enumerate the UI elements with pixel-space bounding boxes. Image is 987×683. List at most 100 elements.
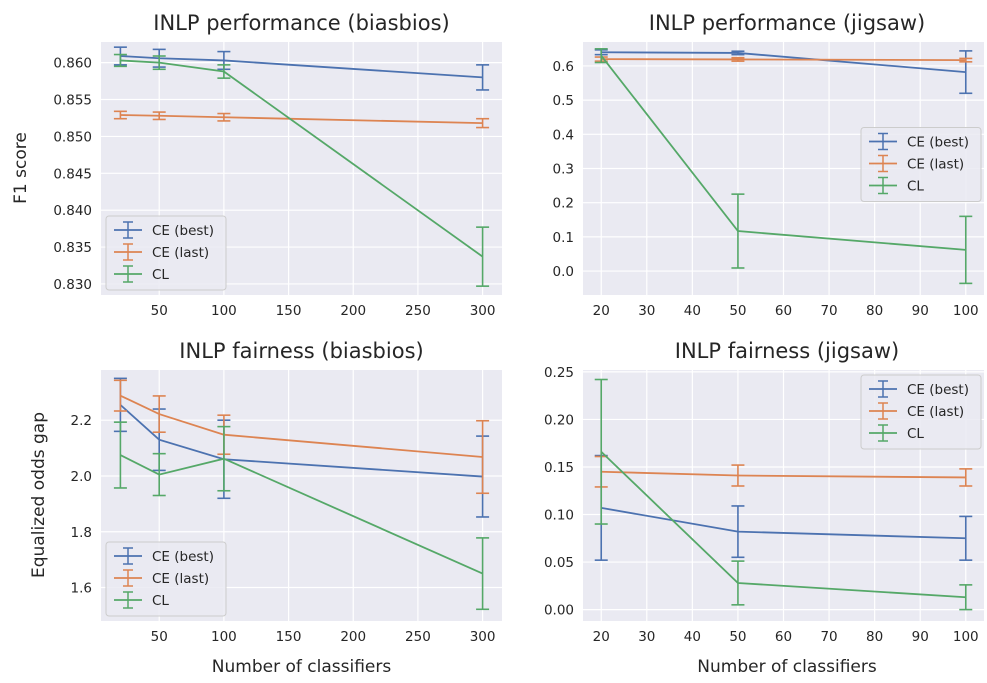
series-line: [120, 55, 483, 79]
legend-label: CL: [152, 593, 169, 609]
x-tick-label: 80: [866, 629, 883, 645]
series-cl: [113, 53, 490, 287]
error-bar: [731, 560, 745, 606]
error-bar: [217, 64, 231, 79]
x-tick-label: 150: [276, 629, 302, 645]
y-tick-label: 0.860: [53, 56, 92, 72]
x-tick-label: 100: [953, 303, 979, 319]
legend: CE (best) CE (last) CL: [860, 127, 982, 202]
x-tick-label: 50: [729, 629, 746, 645]
y-axis-label-row2: Equalized odds gap: [29, 412, 49, 578]
error-bar: [152, 111, 166, 121]
x-tick-label: 100: [211, 303, 237, 319]
series-ce-last: [594, 56, 973, 63]
x-tick-label: 300: [470, 629, 496, 645]
x-tick-label: 60: [775, 629, 792, 645]
error-bar: [152, 395, 166, 433]
error-bar: [476, 64, 490, 91]
x-tick-label: 300: [470, 303, 496, 319]
x-tick-label: 50: [729, 303, 746, 319]
x-tick-label: 60: [775, 303, 792, 319]
x-tick-label: 80: [866, 303, 883, 319]
y-tick-label: 1.8: [71, 525, 92, 541]
series-cl: [594, 48, 973, 285]
y-tick-label: 0.6: [553, 59, 574, 75]
legend: CE (best) CE (last) CL: [860, 374, 982, 450]
legend-item-ce-best: CE (best): [869, 380, 969, 398]
series-line: [119, 454, 483, 575]
x-tick-label: 50: [151, 629, 168, 645]
y-tick-label: 0.835: [53, 240, 92, 256]
series-ce-last: [113, 110, 490, 129]
legend-label: CE (best): [907, 135, 969, 151]
y-tick-label: 0.4: [553, 127, 574, 143]
x-tick-label: 70: [820, 629, 837, 645]
x-tick-label: 90: [912, 629, 929, 645]
series-cl: [594, 378, 973, 611]
y-tick-label: 0.00: [544, 603, 574, 619]
series-cl: [113, 421, 490, 611]
error-bar: [476, 537, 490, 611]
error-bar: [959, 215, 973, 285]
y-tick-label: 0.05: [544, 555, 574, 571]
legend-label: CE (best): [907, 382, 969, 398]
legend-frame: [860, 374, 982, 450]
series-line: [119, 404, 483, 478]
error-bar: [731, 464, 745, 487]
legend-label: CL: [907, 426, 924, 442]
x-tick-label: 100: [211, 629, 237, 645]
y-tick-label: 1.6: [71, 581, 92, 597]
legend-item-cl: CL: [869, 424, 924, 442]
legend: CE (best) CE (last) CL: [105, 541, 227, 617]
legend-label: CE (best): [152, 549, 214, 565]
y-tick-label: 2.0: [71, 469, 92, 485]
error-bar: [476, 226, 490, 287]
error-bar: [217, 425, 231, 492]
x-tick-label: 50: [151, 303, 168, 319]
error-bar: [113, 379, 127, 412]
y-tick-label: 0.15: [544, 460, 574, 476]
x-tick-label: 20: [593, 303, 610, 319]
series-line: [601, 58, 966, 62]
panel-performance-biasbios: INLP performance (biasbios) 50 100 150 200 2…: [53, 11, 502, 319]
legend-item-ce-best: CE (best): [869, 132, 969, 151]
error-bar: [731, 193, 745, 269]
error-bar: [217, 112, 231, 122]
error-bar: [594, 48, 608, 64]
y-tick-label: 0.5: [553, 93, 574, 109]
legend-item-ce-last: CE (last): [114, 243, 209, 261]
y-tick-label: 0.855: [53, 93, 92, 109]
legend-item-ce-best: CE (best): [114, 221, 214, 239]
panel-fairness-jigsaw: INLP fairness (jigsaw) Number of classif…: [544, 339, 984, 677]
legend-item-ce-best: CE (best): [114, 547, 214, 565]
x-tick-label: 200: [340, 303, 366, 319]
legend-label: CL: [907, 179, 924, 195]
legend-label: CE (last): [152, 245, 209, 261]
error-bar: [959, 515, 973, 561]
y-tick-label: 0.20: [544, 412, 574, 428]
legend-label: CL: [152, 267, 169, 283]
series-line: [120, 59, 484, 258]
x-tick-label: 200: [340, 629, 366, 645]
legend-frame: [105, 541, 227, 617]
chart-title: INLP fairness (biasbios): [179, 339, 423, 363]
y-tick-label: 0.850: [53, 129, 92, 145]
legend-item-ce-last: CE (last): [114, 569, 209, 587]
legend-item-cl: CL: [869, 176, 924, 195]
x-tick-label: 20: [593, 629, 610, 645]
error-bar: [113, 53, 127, 68]
error-bar: [731, 50, 745, 56]
error-bar: [476, 117, 490, 129]
legend-item-ce-last: CE (last): [869, 402, 964, 420]
y-tick-label: 0.830: [53, 277, 92, 293]
x-tick-label: 40: [684, 629, 701, 645]
y-tick-label: 0.1: [553, 230, 574, 246]
legend-item-cl: CL: [114, 265, 169, 283]
y-tick-label: 0.25: [544, 365, 574, 381]
error-bar: [959, 584, 973, 611]
legend-frame: [105, 215, 227, 291]
y-tick-label: 0.845: [53, 166, 92, 182]
x-tick-label: 100: [953, 629, 979, 645]
